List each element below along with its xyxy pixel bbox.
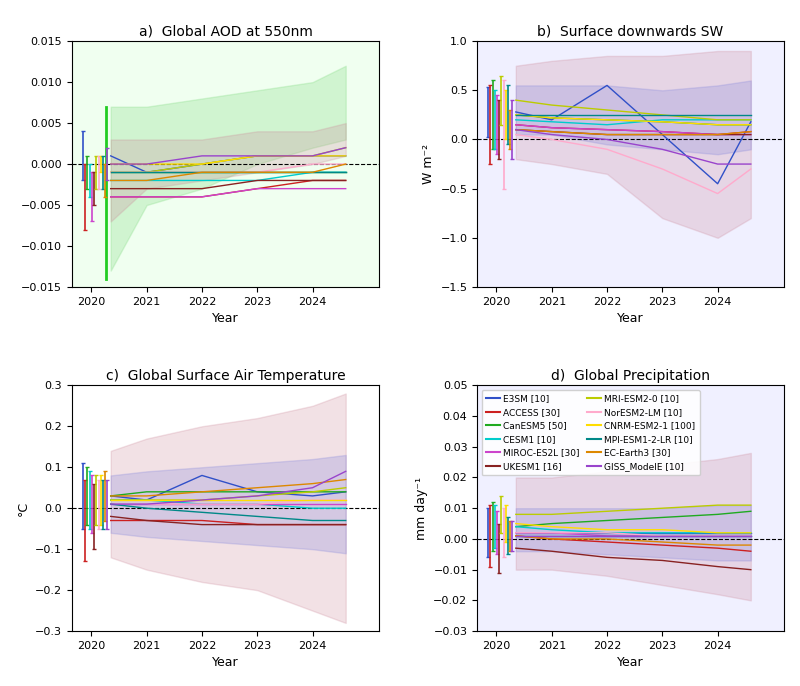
Title: b)  Surface downwards SW: b) Surface downwards SW bbox=[538, 25, 724, 38]
Y-axis label: °C: °C bbox=[17, 501, 30, 516]
X-axis label: Year: Year bbox=[618, 657, 644, 670]
Legend: E3SM [10], ACCESS [30], CanESM5 [50], CESM1 [10], MIROC-ES2L [30], UKESM1 [16], : E3SM [10], ACCESS [30], CanESM5 [50], CE… bbox=[482, 390, 700, 475]
Title: d)  Global Precipitation: d) Global Precipitation bbox=[551, 369, 710, 383]
X-axis label: Year: Year bbox=[212, 657, 238, 670]
Title: a)  Global AOD at 550nm: a) Global AOD at 550nm bbox=[138, 25, 312, 38]
Y-axis label: W m⁻²: W m⁻² bbox=[422, 144, 435, 184]
X-axis label: Year: Year bbox=[618, 312, 644, 325]
X-axis label: Year: Year bbox=[212, 312, 238, 325]
Title: c)  Global Surface Air Temperature: c) Global Surface Air Temperature bbox=[106, 369, 346, 383]
Y-axis label: mm day⁻¹: mm day⁻¹ bbox=[414, 477, 428, 540]
